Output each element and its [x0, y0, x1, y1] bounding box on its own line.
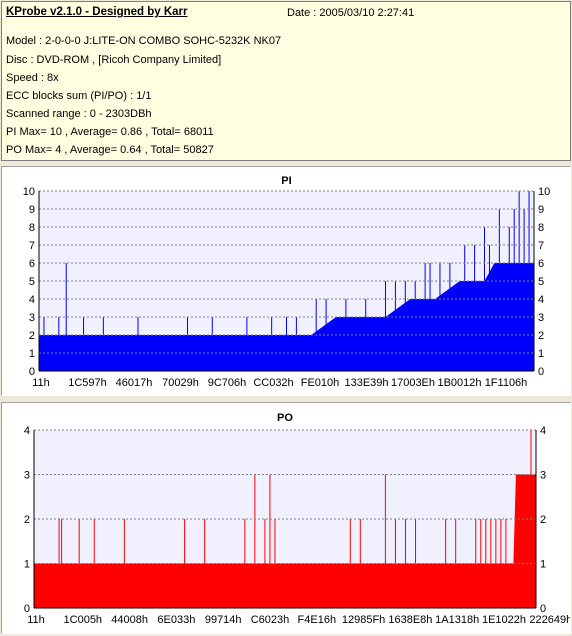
po-fill-area	[34, 474, 536, 608]
pi-xtick-7: 133E39h	[344, 377, 388, 389]
po-ytick-left-1: 1	[24, 559, 30, 571]
po-xtick-9: 1A1318h	[435, 614, 479, 626]
pi-ytick-left-3: 3	[29, 312, 35, 324]
po-ytick-right-3: 3	[540, 470, 546, 482]
pi-xtick-8: 17003Eh	[391, 377, 435, 389]
pi-xtick-10: 1F1106h	[485, 377, 528, 389]
po-xtick-0: 11h	[27, 614, 45, 626]
pi-xtick-2: 46017h	[116, 377, 153, 389]
po-xtick-10: 1E1022h	[482, 614, 526, 626]
po-ytick-right-2: 2	[540, 514, 546, 526]
pi-ytick-left-5: 5	[29, 276, 35, 288]
pi-xtick-0: 11h	[32, 377, 50, 389]
pi-ytick-left-10: 10	[23, 186, 35, 198]
po-xtick-5: C6023h	[251, 614, 290, 626]
po-title: PO	[277, 412, 293, 424]
info-panel: KProbe v2.1.0 - Designed by Karr Date : …	[1, 1, 571, 161]
pi-ytick-right-7: 7	[538, 240, 544, 252]
pi-ytick-right-3: 3	[538, 312, 544, 324]
po-ytick-right-4: 4	[540, 425, 546, 437]
info-ecc: ECC blocks sum (PI/PO) : 1/1	[6, 90, 152, 102]
po-ytick-right-0: 0	[540, 603, 546, 615]
po-ytick-right-1: 1	[540, 559, 546, 571]
po-ytick-left-2: 2	[24, 514, 30, 526]
po-ytick-left-4: 4	[24, 425, 30, 437]
po-xtick-6: F4E16h	[298, 614, 337, 626]
po-ytick-left-3: 3	[24, 470, 30, 482]
pi-xtick-6: FE010h	[301, 377, 340, 389]
po-xtick-3: 6E033h	[157, 614, 195, 626]
pi-ytick-right-1: 1	[538, 348, 544, 360]
pi-xtick-9: 1B0012h	[437, 377, 481, 389]
pi-ytick-left-7: 7	[29, 240, 35, 252]
pi-fill-area	[39, 263, 534, 371]
pi-ytick-left-0: 0	[29, 366, 35, 378]
info-po-stats: PO Max= 4 , Average= 0.64 , Total= 50827	[6, 144, 214, 156]
info-range: Scanned range : 0 - 2303DBh	[6, 108, 152, 120]
po-xtick-8: 1638E8h	[388, 614, 432, 626]
pi-ytick-right-5: 5	[538, 276, 544, 288]
pi-ytick-left-9: 9	[29, 204, 35, 216]
po-xtick-1: 1C005h	[64, 614, 103, 626]
info-pi-stats: PI Max= 10 , Average= 0.86 , Total= 6801…	[6, 126, 214, 138]
pi-ytick-right-0: 0	[538, 366, 544, 378]
po-xtick-7: 12985Fh	[342, 614, 385, 626]
po-xtick-11: 222649h	[529, 614, 570, 626]
po-chart: PO 0 0 1 1 2 2 3 3 4 4 11h 1C005h 44008h 6E033h 99714h C…	[24, 412, 570, 626]
pi-ytick-left-1: 1	[29, 348, 35, 360]
pi-ytick-right-2: 2	[538, 330, 544, 342]
info-speed: Speed : 8x	[6, 72, 59, 84]
pi-xtick-3: 70029h	[162, 377, 199, 389]
info-disc: Disc : DVD-ROM , [Ricoh Company Limited]	[6, 54, 222, 66]
pi-title: PI	[281, 175, 291, 187]
po-ytick-left-0: 0	[24, 603, 30, 615]
scan-date: Date : 2005/03/10 2:27:41	[287, 7, 415, 19]
app-title: KProbe v2.1.0 - Designed by Karr	[6, 6, 188, 18]
pi-ytick-left-2: 2	[29, 330, 35, 342]
pi-ytick-right-4: 4	[538, 294, 544, 306]
po-xtick-2: 44008h	[111, 614, 148, 626]
po-xtick-4: 99714h	[205, 614, 242, 626]
pi-chart: PI 0 0 1 1 2 2 3 3 4 4 5 5 6 6 7 7 8 8 9 9 10 10 11h 1C597h 46017…	[23, 175, 551, 389]
pi-ytick-left-4: 4	[29, 294, 35, 306]
info-model: Model : 2-0-0-0 J:LITE-ON COMBO SOHC-523…	[6, 35, 282, 47]
pi-ytick-right-6: 6	[538, 258, 544, 270]
pi-ytick-left-6: 6	[29, 258, 35, 270]
pi-ytick-right-9: 9	[538, 204, 544, 216]
pi-chart-panel: PI 0 0 1 1 2 2 3 3 4 4 5 5 6 6 7 7 8 8 9 9 10 10 11h 1C597h 46017…	[1, 166, 571, 396]
pi-xtick-4: 9C706h	[208, 377, 247, 389]
pi-ytick-right-10: 10	[538, 186, 550, 198]
pi-ytick-left-8: 8	[29, 222, 35, 234]
pi-ytick-right-8: 8	[538, 222, 544, 234]
pi-xtick-5: CC032h	[253, 377, 293, 389]
po-chart-panel: PO 0 0 1 1 2 2 3 3 4 4 11h 1C005h 44008h 6E033h 99714h C…	[1, 402, 571, 634]
pi-xtick-1: 1C597h	[68, 377, 107, 389]
